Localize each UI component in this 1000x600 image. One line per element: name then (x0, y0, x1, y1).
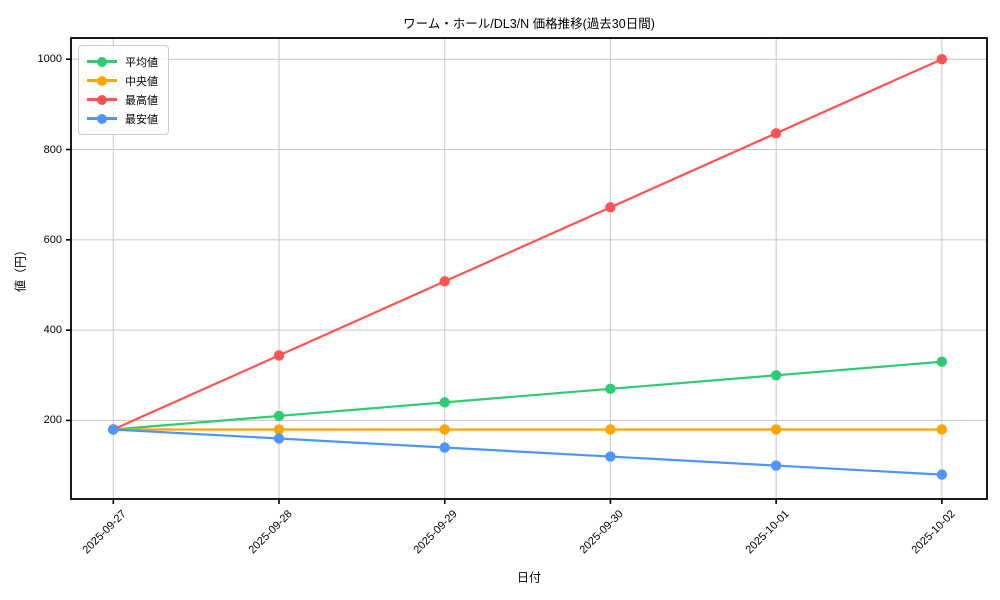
x-axis-label: 日付 (516, 570, 542, 585)
data-point (770, 370, 782, 381)
data-point (439, 442, 450, 453)
legend-marker-dot (97, 113, 107, 124)
y-tick-label: 600 (43, 233, 62, 246)
data-point (936, 356, 948, 367)
data-point (439, 424, 450, 435)
legend: 平均値 中央値 最高値 最安値 (78, 45, 169, 135)
legend-label: 平均値 (125, 56, 158, 69)
y-tick-label: 800 (43, 143, 62, 156)
series-line-3 (113, 428, 942, 476)
y-tick-label: 1000 (37, 53, 62, 66)
data-point (936, 469, 948, 480)
legend-label: 中央値 (125, 75, 158, 88)
data-point (936, 424, 948, 435)
legend-item-min: 最安値 (87, 109, 158, 128)
legend-label: 最高値 (125, 94, 158, 107)
data-point (770, 424, 782, 435)
legend-line-swatch (87, 56, 117, 67)
data-point (605, 451, 616, 462)
y-axis-label: 値（円） (13, 243, 28, 293)
legend-marker-dot (97, 94, 107, 105)
data-point (439, 276, 450, 287)
y-tick-label: 400 (43, 324, 62, 337)
axes-spines (70, 37, 988, 500)
data-point (605, 424, 616, 435)
data-point (605, 202, 616, 213)
series-line-0 (113, 360, 942, 431)
legend-item-max: 最高値 (87, 90, 158, 109)
legend-line-swatch (87, 75, 117, 86)
chart-title: ワーム・ホール/DL3/N 価格推移(過去30日間) (403, 17, 655, 31)
legend-line-swatch (87, 94, 117, 105)
series-line-2 (112, 58, 943, 431)
y-tick-label: 200 (43, 414, 62, 427)
legend-item-average: 平均値 (87, 52, 158, 71)
data-point (273, 410, 285, 422)
data-point (439, 397, 450, 408)
data-point (273, 424, 285, 435)
data-point (108, 424, 119, 435)
data-point (605, 383, 616, 395)
data-point (770, 128, 782, 139)
legend-line-swatch (87, 113, 117, 124)
legend-marker-dot (97, 56, 107, 67)
data-point (273, 433, 285, 444)
data-point (936, 54, 948, 65)
legend-label: 最安値 (125, 113, 158, 126)
legend-item-median: 中央値 (87, 71, 158, 90)
data-point (770, 460, 782, 471)
data-point (273, 350, 285, 361)
legend-marker-dot (97, 75, 107, 86)
